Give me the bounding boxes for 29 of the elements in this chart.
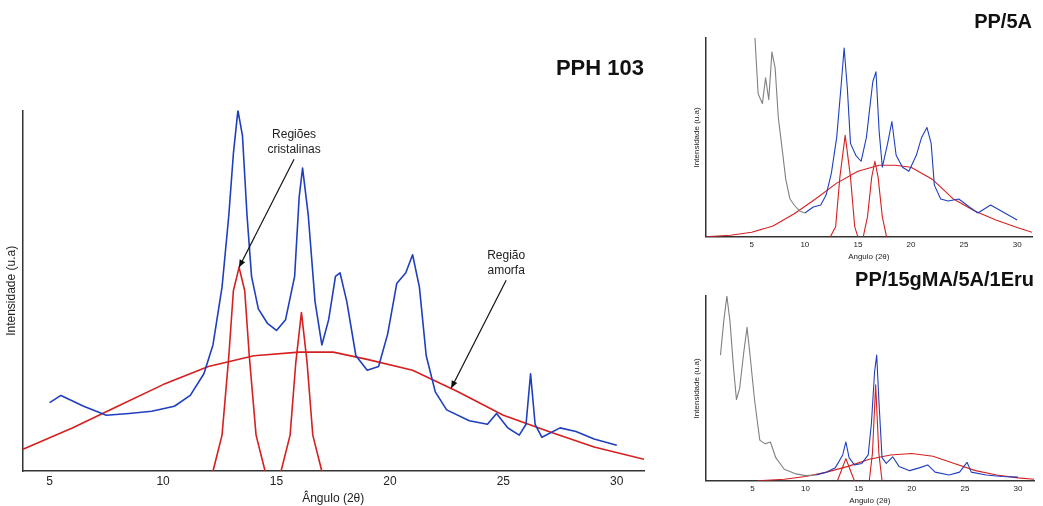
x-tick-label: 10 (801, 483, 811, 493)
x-tick-label: 10 (800, 239, 810, 249)
x-axis-title: Angulo (2θ) (848, 252, 890, 262)
x-tick-label: 25 (496, 473, 511, 488)
x-tick-label: 30 (1013, 483, 1024, 493)
chart-title: PP/15gMA/5A/1Eru (855, 267, 1034, 290)
x-tick-label: 5 (749, 239, 755, 249)
x-tick-label: 5 (750, 483, 756, 493)
annotation: Regiões cristalinas (267, 126, 321, 156)
x-axis-title: Ângulo (2θ) (302, 490, 365, 506)
x-tick-label: 25 (960, 483, 970, 493)
chart-title: PPH 103 (555, 55, 644, 81)
y-axis-title: Intensidade (u.a) (692, 107, 701, 168)
x-tick-label: 20 (383, 473, 397, 488)
x-tick-label: 15 (854, 483, 864, 493)
x-tick-label: 20 (907, 483, 917, 493)
x-tick-label: 30 (1012, 239, 1023, 249)
x-tick-label: 20 (906, 239, 916, 249)
x-axis-title: Angulo (2θ) (849, 496, 891, 506)
chart-title: PP/5A (974, 9, 1032, 32)
x-tick-label: 15 (269, 473, 284, 488)
x-tick-label: 5 (46, 473, 54, 488)
y-axis-title: Intensidade (u.a) (692, 358, 701, 419)
x-tick-label: 15 (853, 239, 863, 249)
x-tick-label: 30 (610, 473, 624, 488)
x-tick-label: 10 (156, 473, 171, 488)
annotation: Região amorfa (487, 247, 526, 277)
y-axis-title: Intensidade (u.a) (3, 245, 18, 336)
x-tick-label: 25 (959, 239, 970, 249)
